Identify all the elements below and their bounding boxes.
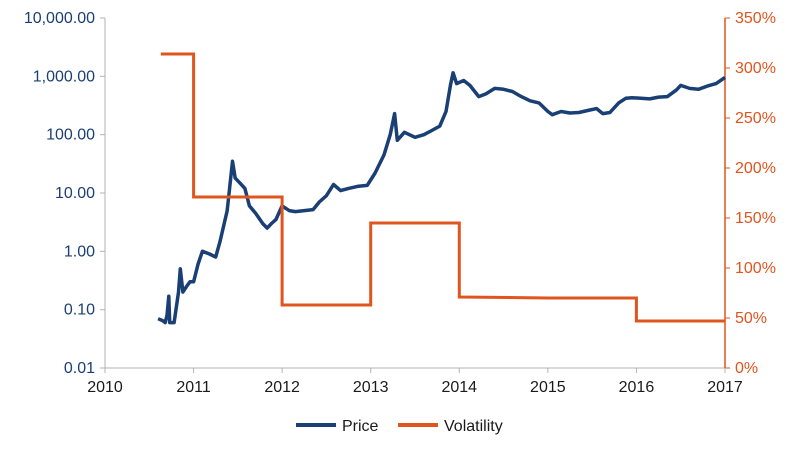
x-tick-label: 2013 — [353, 379, 389, 396]
y-left-tick-label: 1.00 — [64, 243, 95, 260]
y-right-tick-label: 50% — [735, 310, 767, 327]
x-tick-label: 2010 — [87, 379, 123, 396]
x-tick-label: 2015 — [530, 379, 566, 396]
axes — [100, 17, 730, 373]
y-left-tick-label: 10.00 — [55, 185, 95, 202]
y-right-tick-label: 350% — [735, 10, 776, 27]
series-layer — [157, 52, 727, 325]
y-right-tick-label: 0% — [735, 360, 758, 377]
x-tick-label: 2014 — [441, 379, 477, 396]
x-tick-label: 2016 — [619, 379, 655, 396]
y-left-tick-label: 1,000.00 — [33, 68, 95, 85]
x-tick-label: 2011 — [176, 379, 211, 396]
y-right-tick-label: 150% — [735, 210, 776, 227]
legend-label-volatility: Volatility — [444, 418, 503, 435]
series-line-price — [157, 71, 727, 325]
tick-labels: 0.01 0.10 1.00 10.00 100.00 1,000.00 10,000.00… — [24, 10, 776, 396]
legend: Price Volatility — [296, 418, 503, 435]
y-right-tick-label: 200% — [735, 160, 776, 177]
y-left-tick-label: 100.00 — [46, 127, 95, 144]
y-left-tick-label: 10,000.00 — [24, 10, 95, 27]
y-left-tick-label: 0.01 — [64, 360, 95, 377]
y-right-tick-label: 250% — [735, 110, 776, 127]
y-left-tick-label: 0.10 — [64, 302, 95, 319]
x-tick-label: 2017 — [707, 379, 743, 396]
y-right-tick-label: 300% — [735, 60, 776, 77]
x-tick-label: 2012 — [264, 379, 300, 396]
legend-label-price: Price — [342, 418, 379, 435]
y-right-tick-label: 100% — [735, 260, 776, 277]
series-line-volatility — [160, 52, 725, 323]
